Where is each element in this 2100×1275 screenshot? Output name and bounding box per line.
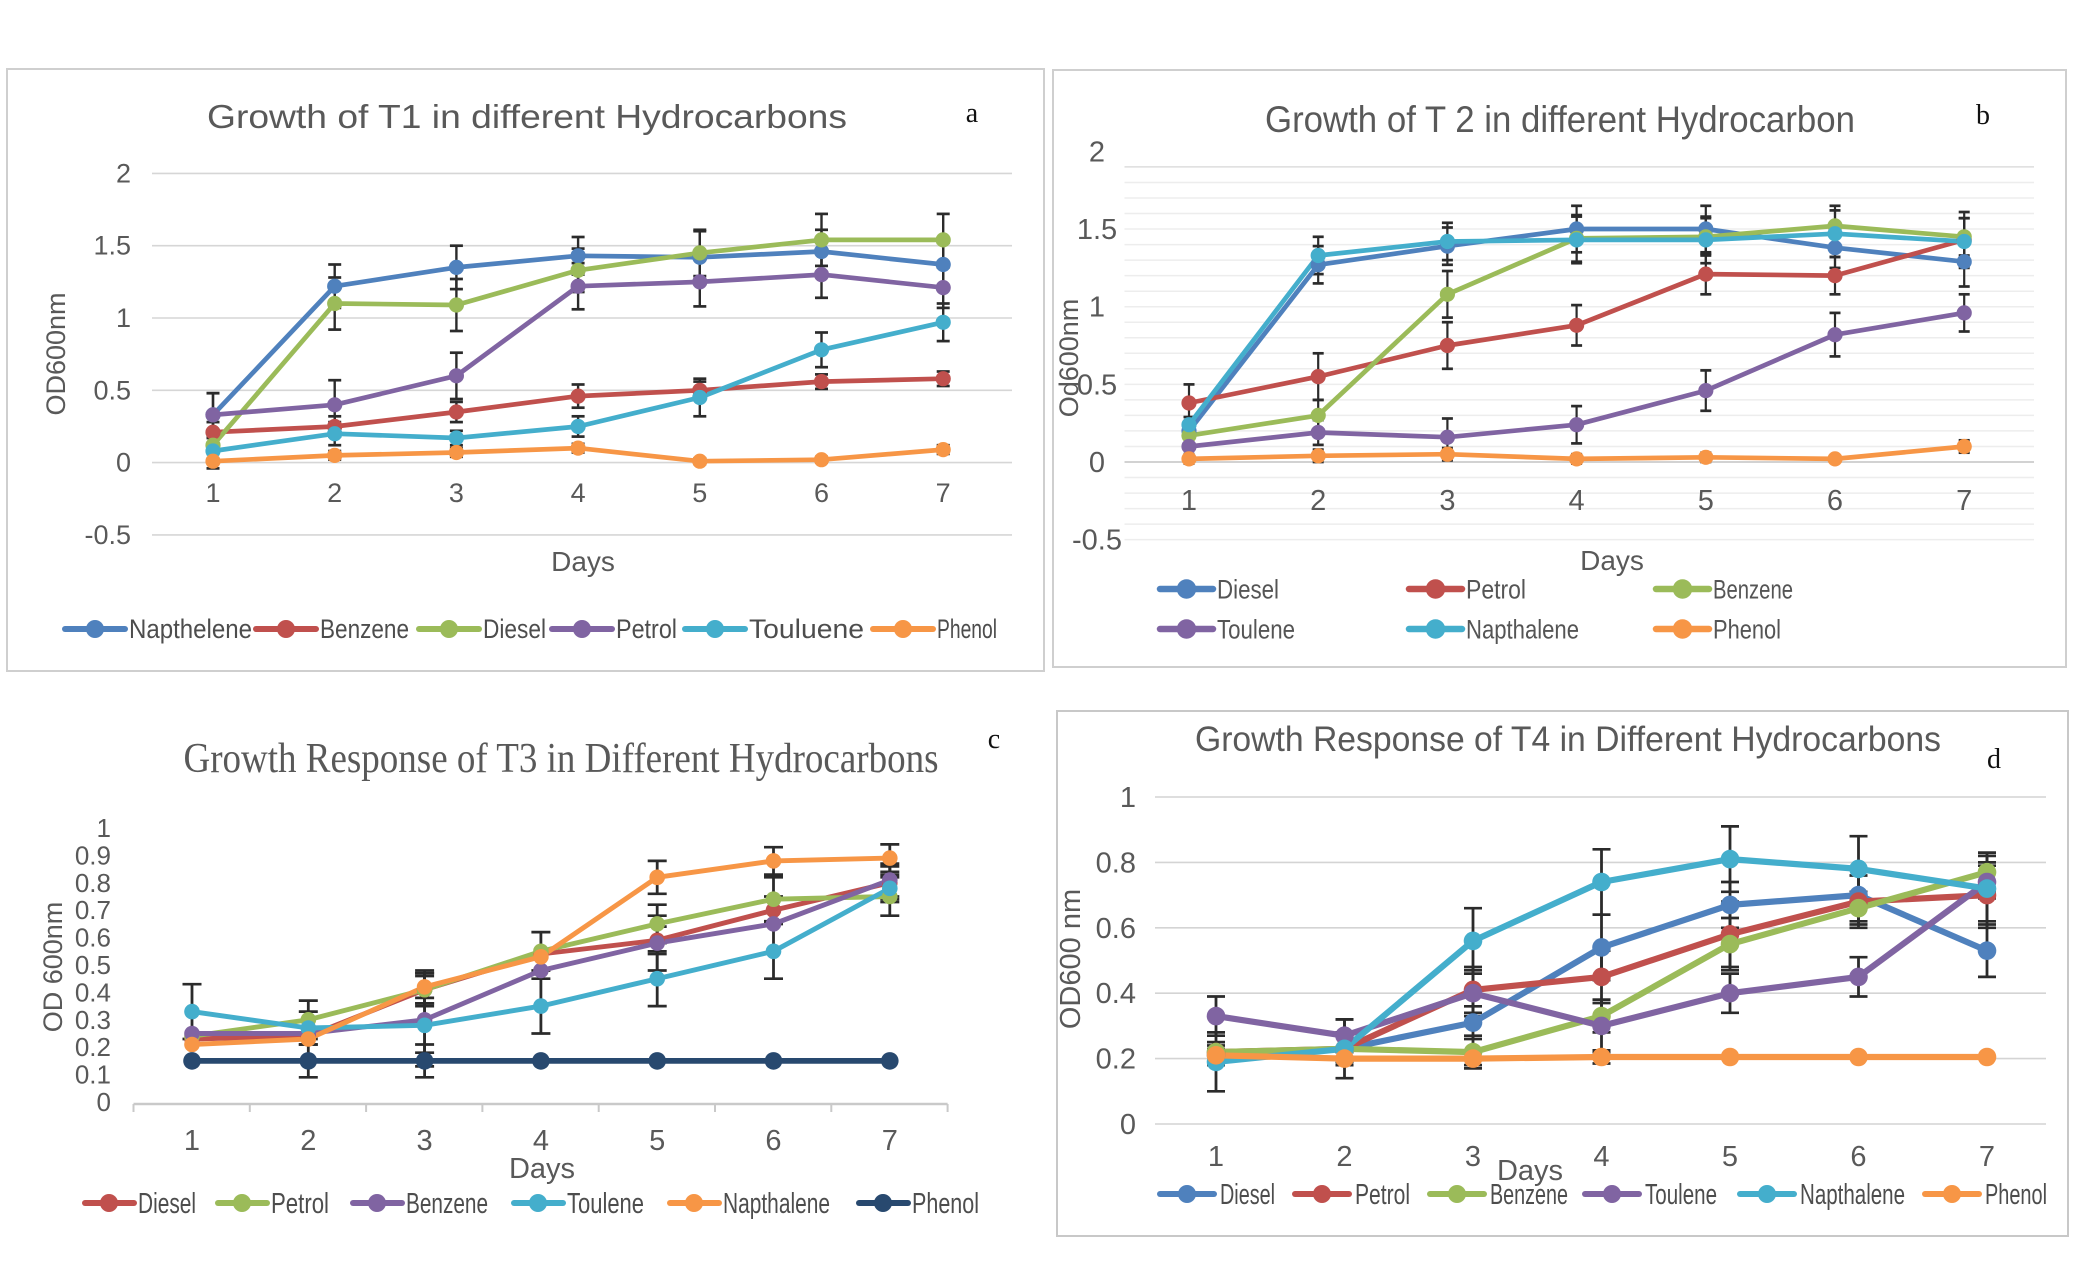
svg-text:4: 4	[571, 478, 586, 508]
svg-text:Touluene: Touluene	[749, 614, 864, 644]
svg-text:Petrol: Petrol	[1466, 575, 1526, 605]
svg-text:Napthalene: Napthalene	[723, 1188, 830, 1220]
svg-text:d: d	[1987, 744, 2001, 775]
svg-text:1: 1	[97, 813, 111, 843]
svg-text:2: 2	[300, 1125, 316, 1157]
svg-text:Od600nm: Od600nm	[1054, 299, 1084, 418]
svg-text:0.3: 0.3	[75, 1005, 111, 1035]
svg-text:4: 4	[1569, 485, 1585, 517]
svg-text:6: 6	[1827, 485, 1843, 517]
svg-text:Days: Days	[551, 546, 615, 577]
svg-text:Toulene: Toulene	[567, 1188, 644, 1220]
svg-text:0: 0	[97, 1087, 111, 1117]
svg-text:Growth of T1 in different Hydr: Growth of T1 in different Hydrocarbons	[207, 98, 847, 135]
svg-text:3: 3	[449, 478, 464, 508]
svg-text:Phenol: Phenol	[912, 1188, 979, 1220]
svg-text:0.4: 0.4	[1096, 978, 1136, 1010]
svg-text:Toulene: Toulene	[1645, 1179, 1717, 1211]
svg-text:a: a	[966, 98, 979, 129]
svg-text:0.5: 0.5	[1077, 369, 1117, 401]
svg-text:Phenol: Phenol	[1985, 1179, 2047, 1211]
svg-text:0.4: 0.4	[75, 977, 111, 1007]
svg-text:0.8: 0.8	[1096, 847, 1136, 879]
svg-text:1: 1	[1208, 1141, 1224, 1173]
svg-text:Toulene: Toulene	[1217, 615, 1295, 645]
svg-text:5: 5	[692, 478, 707, 508]
svg-text:0.8: 0.8	[75, 868, 111, 898]
svg-text:4: 4	[1593, 1141, 1609, 1173]
svg-text:0.5: 0.5	[75, 950, 111, 980]
svg-text:1.5: 1.5	[1077, 214, 1117, 246]
svg-text:-0.5: -0.5	[84, 520, 131, 550]
svg-text:2: 2	[1310, 485, 1326, 517]
svg-text:Days: Days	[1497, 1155, 1563, 1187]
svg-text:Phenol: Phenol	[937, 614, 997, 644]
svg-text:1: 1	[1120, 782, 1136, 814]
svg-text:1: 1	[205, 478, 220, 508]
svg-text:Petrol: Petrol	[271, 1188, 329, 1220]
svg-text:0.9: 0.9	[75, 840, 111, 870]
svg-text:6: 6	[1850, 1141, 1866, 1173]
svg-text:4: 4	[533, 1125, 549, 1157]
svg-text:Benzene: Benzene	[406, 1188, 488, 1220]
svg-text:Napthelene: Napthelene	[129, 614, 252, 644]
svg-text:Days: Days	[1580, 545, 1644, 576]
svg-text:1: 1	[184, 1125, 200, 1157]
svg-text:1: 1	[1181, 485, 1197, 517]
svg-text:-0.5: -0.5	[1072, 525, 1122, 557]
svg-text:Diesel: Diesel	[138, 1188, 196, 1220]
svg-text:2: 2	[1336, 1141, 1352, 1173]
svg-text:0.5: 0.5	[93, 375, 131, 405]
svg-text:7: 7	[882, 1125, 898, 1157]
svg-text:Napthalene: Napthalene	[1800, 1179, 1905, 1211]
svg-text:0.2: 0.2	[75, 1032, 111, 1062]
svg-text:Petrol: Petrol	[1355, 1179, 1410, 1211]
svg-text:1: 1	[116, 303, 131, 333]
svg-text:OD600nm: OD600nm	[41, 292, 71, 415]
svg-text:3: 3	[1465, 1141, 1481, 1173]
svg-text:b: b	[1976, 100, 1990, 131]
svg-text:Growth Response of T3 in Diffe: Growth Response of T3 in Different Hydro…	[184, 736, 939, 782]
svg-text:Benzene: Benzene	[1490, 1179, 1568, 1211]
svg-text:0.6: 0.6	[1096, 913, 1136, 945]
svg-text:Days: Days	[509, 1153, 575, 1185]
svg-text:Growth of T 2 in different Hyd: Growth of T 2 in different Hydrocarbon	[1265, 99, 1855, 140]
svg-text:1: 1	[1089, 292, 1105, 324]
svg-text:3: 3	[1439, 485, 1455, 517]
svg-text:0.7: 0.7	[75, 895, 111, 925]
svg-text:5: 5	[1698, 485, 1714, 517]
svg-text:5: 5	[1722, 1141, 1738, 1173]
svg-text:OD 600nm: OD 600nm	[38, 902, 68, 1033]
svg-text:0: 0	[1120, 1109, 1136, 1141]
svg-text:0: 0	[1089, 447, 1105, 479]
svg-text:7: 7	[1956, 485, 1972, 517]
svg-text:Growth Response of T4 in Diff: Growth Response of T4 in Different Hydro…	[1195, 720, 1941, 759]
svg-text:0: 0	[116, 448, 131, 478]
svg-text:2: 2	[116, 158, 131, 188]
svg-text:Diesel: Diesel	[483, 614, 546, 644]
svg-text:Napthalene: Napthalene	[1466, 615, 1579, 645]
svg-text:6: 6	[765, 1125, 781, 1157]
svg-text:Diesel: Diesel	[1217, 575, 1279, 605]
svg-text:Phenol: Phenol	[1713, 615, 1781, 645]
svg-text:Benzene: Benzene	[320, 614, 409, 644]
svg-text:OD600 nm: OD600 nm	[1055, 889, 1087, 1029]
svg-text:0.6: 0.6	[75, 923, 111, 953]
svg-text:7: 7	[936, 478, 951, 508]
svg-text:0.1: 0.1	[75, 1060, 111, 1090]
svg-text:0.2: 0.2	[1096, 1044, 1136, 1076]
svg-text:2: 2	[1089, 136, 1105, 168]
svg-text:Diesel: Diesel	[1220, 1179, 1275, 1211]
svg-text:1.5: 1.5	[93, 231, 131, 261]
svg-text:c: c	[988, 724, 1000, 755]
svg-text:Benzene: Benzene	[1713, 575, 1793, 605]
svg-text:7: 7	[1979, 1141, 1995, 1173]
svg-text:3: 3	[417, 1125, 433, 1157]
svg-text:6: 6	[814, 478, 829, 508]
svg-text:2: 2	[327, 478, 342, 508]
svg-text:Petrol: Petrol	[616, 614, 677, 644]
svg-text:5: 5	[649, 1125, 665, 1157]
